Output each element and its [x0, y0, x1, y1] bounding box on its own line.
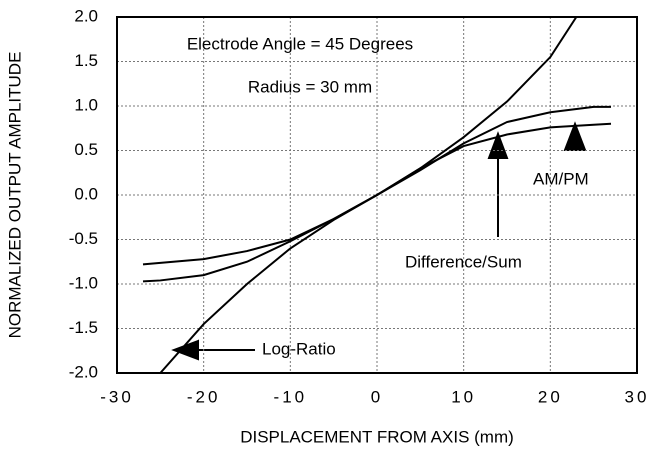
x-tick-label: 30	[625, 387, 650, 406]
x-tick-label: 20	[538, 387, 563, 406]
x-tick-label: 0	[371, 387, 383, 406]
x-tick-label: -20	[187, 387, 221, 406]
y-tick-label: -0.5	[69, 229, 98, 248]
series-label: Log-Ratio	[262, 339, 336, 358]
series-label: AM/PM	[533, 169, 589, 188]
line-series	[142, 122, 612, 266]
y-axis-label: NORMALIZED OUTPUT AMPLITUDE	[5, 52, 24, 339]
arrows	[171, 121, 587, 361]
series-label: Difference/Sum	[405, 252, 522, 271]
x-tick-label: -30	[100, 387, 134, 406]
y-tick-label: -1.5	[69, 318, 98, 337]
y-tick-label: 1.5	[74, 51, 98, 70]
x-axis-label: DISPLACEMENT FROM AXIS (mm)	[240, 427, 514, 446]
y-tick-label: 1.0	[74, 95, 98, 114]
annotation: Electrode Angle = 45 Degrees	[187, 34, 413, 53]
y-tick-label: 0.0	[74, 184, 98, 203]
x-tick-label: -10	[274, 387, 308, 406]
annotation: Radius = 30 mm	[248, 77, 372, 96]
x-tick-label: 10	[451, 387, 476, 406]
y-tick-label: 2.0	[74, 6, 98, 25]
y-tick-label: 0.5	[74, 140, 98, 159]
y-tick-label: -1.0	[69, 273, 98, 292]
plot-frame	[116, 16, 638, 374]
y-tick-label: -2.0	[69, 362, 98, 381]
